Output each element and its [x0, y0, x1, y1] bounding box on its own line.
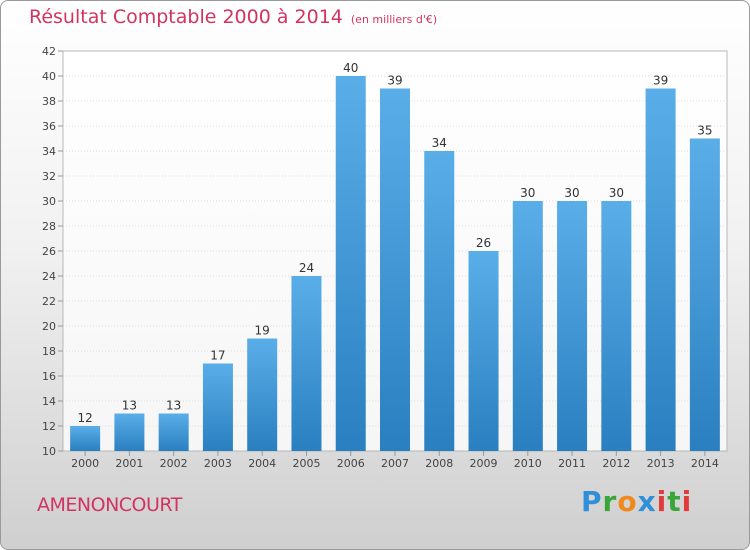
y-tick-label: 14: [42, 395, 56, 408]
bar-2011: [557, 201, 588, 451]
x-tick-label-2008: 2008: [425, 457, 453, 470]
data-label-2009: 26: [476, 236, 491, 250]
x-tick-label-2006: 2006: [337, 457, 365, 470]
proxiti-logo: Proxiti: [581, 485, 693, 518]
chart-subtitle: (en milliers d'€): [350, 13, 438, 26]
y-tick-label: 24: [42, 270, 56, 283]
bar-2010: [512, 201, 543, 451]
data-label-2001: 13: [122, 399, 137, 413]
bar-2000: [70, 426, 101, 451]
x-tick-label-2010: 2010: [514, 457, 542, 470]
commune-name: AMENONCOURT: [37, 494, 182, 516]
y-tick-label: 36: [42, 120, 56, 133]
x-tick-label-2013: 2013: [647, 457, 675, 470]
x-tick-label-2009: 2009: [470, 457, 498, 470]
bar-2009: [468, 251, 499, 451]
x-tick-label-2007: 2007: [381, 457, 409, 470]
y-tick-label: 32: [42, 170, 56, 183]
data-label-2006: 40: [343, 61, 358, 75]
data-label-2014: 35: [697, 124, 712, 138]
y-tick-label: 22: [42, 295, 56, 308]
data-label-2004: 19: [255, 324, 270, 338]
data-label-2013: 39: [653, 74, 668, 88]
y-tick-label: 34: [42, 145, 56, 158]
x-tick-label-2012: 2012: [602, 457, 630, 470]
x-tick-label-2005: 2005: [292, 457, 320, 470]
y-tick-label: 18: [42, 345, 56, 358]
y-tick-label: 38: [42, 95, 56, 108]
bar-2002: [158, 413, 189, 451]
y-tick-label: 20: [42, 320, 56, 333]
bar-2007: [380, 88, 410, 451]
chart-title: Résultat Comptable 2000 à 2014 (en millie…: [29, 6, 438, 28]
data-label-2011: 30: [564, 186, 579, 200]
bar-2013: [645, 88, 676, 451]
x-tick-label-2002: 2002: [160, 457, 188, 470]
bar-2003: [202, 363, 233, 451]
x-tick-label-2000: 2000: [71, 457, 99, 470]
bar-2004: [247, 338, 278, 451]
bar-2001: [114, 413, 145, 451]
y-tick-label: 26: [42, 245, 56, 258]
data-label-2007: 39: [387, 74, 402, 88]
x-tick-label-2014: 2014: [691, 457, 719, 470]
data-label-2002: 13: [166, 399, 181, 413]
bar-2008: [424, 151, 455, 451]
data-label-2000: 12: [77, 411, 92, 425]
data-label-2012: 30: [609, 186, 624, 200]
x-tick-label-2004: 2004: [248, 457, 276, 470]
y-tick-label: 40: [42, 70, 56, 83]
data-label-2003: 17: [210, 349, 225, 363]
bar-2006: [335, 76, 366, 451]
y-tick-label: 42: [42, 45, 56, 58]
bar-2014: [689, 138, 720, 451]
y-tick-label: 12: [42, 420, 56, 433]
y-tick-label: 28: [42, 220, 56, 233]
y-tick-label: 16: [42, 370, 56, 383]
x-tick-label-2011: 2011: [558, 457, 586, 470]
bar-2005: [291, 276, 322, 451]
y-tick-label: 10: [42, 445, 56, 458]
data-label-2010: 30: [520, 186, 535, 200]
bar-2012: [601, 201, 632, 451]
x-tick-label-2003: 2003: [204, 457, 232, 470]
x-tick-label-2001: 2001: [115, 457, 143, 470]
data-label-2005: 24: [299, 261, 314, 275]
y-tick-label: 30: [42, 195, 56, 208]
data-label-2008: 34: [432, 136, 447, 150]
